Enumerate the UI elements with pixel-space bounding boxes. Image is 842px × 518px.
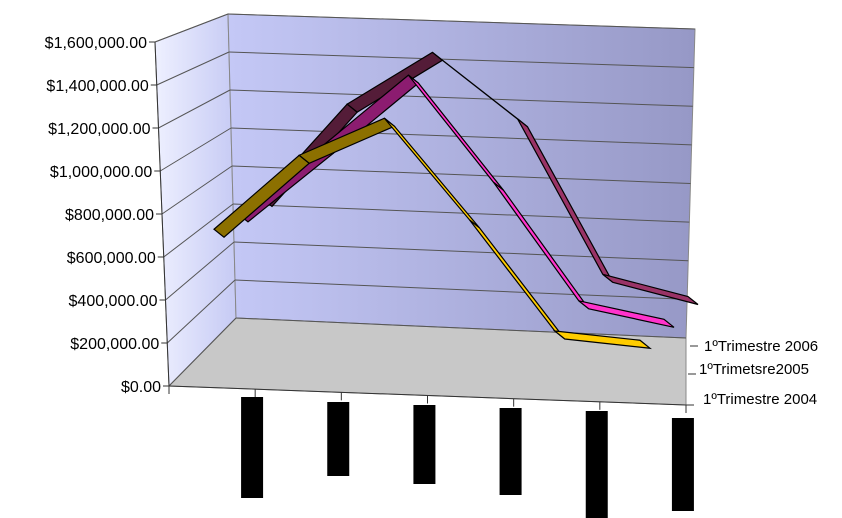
y-tick-label: $1,600,000.00 [45,35,147,52]
gridline-7 [228,51,694,69]
x-axis-ticks [168,386,687,413]
y-tick-label: $1,000,000.00 [50,164,152,181]
series-1-segment-4 [578,300,675,328]
side-gridline-8 [154,13,229,43]
side-gridline-2 [165,241,235,301]
gridline-2 [233,241,689,262]
gridlines [154,13,696,387]
category-label-0 [241,397,264,498]
side-gridline-0 [168,317,237,387]
y-tick-label: $200,000.00 [70,336,159,353]
y-axis-ticks: $0.00 $200,000.00 $400,000.00 $600,000.00 $8… [45,35,169,396]
gridline-1 [234,279,688,300]
y-tick-label: $0.00 [121,379,161,396]
category-label-5 [671,418,694,511]
series-axis-label: 1ºTrimetsre2005 [699,361,809,378]
series-0-segment-4 [552,330,652,350]
y-tick-label: $800,000.00 [65,207,154,224]
side-gridline-7 [156,51,230,86]
series-layer [213,51,699,350]
category-label-2 [413,405,436,484]
series-axis-label: 1ºTrimestre 2006 [704,338,818,355]
category-label-4 [585,411,608,518]
side-gridline-5 [159,127,232,172]
series-axis-label: 1ºTrimestre 2004 [703,391,817,408]
series-0 [213,117,652,350]
y-tick-label: $400,000.00 [69,293,158,310]
category-labels [241,397,694,518]
y-tick-label: $600,000.00 [67,250,156,267]
series-2-segment-4 [602,273,699,306]
side-gridline-1 [166,279,236,344]
y-tick-label: $1,200,000.00 [48,121,150,138]
side-gridline-4 [161,165,233,215]
y-tick-label: $1,400,000.00 [46,78,148,95]
series-axis-labels: 1ºTrimestre 2006 1ºTrimetsre2005 1ºTrimest… [686,338,818,408]
category-label-3 [499,408,522,495]
gridline-6 [229,89,693,107]
side-gridline-6 [158,89,231,129]
category-label-1 [327,402,350,476]
gridline-3 [232,203,690,223]
gridline-8 [227,13,696,30]
side-gridline-3 [163,203,234,258]
gridline-0 [235,317,687,339]
